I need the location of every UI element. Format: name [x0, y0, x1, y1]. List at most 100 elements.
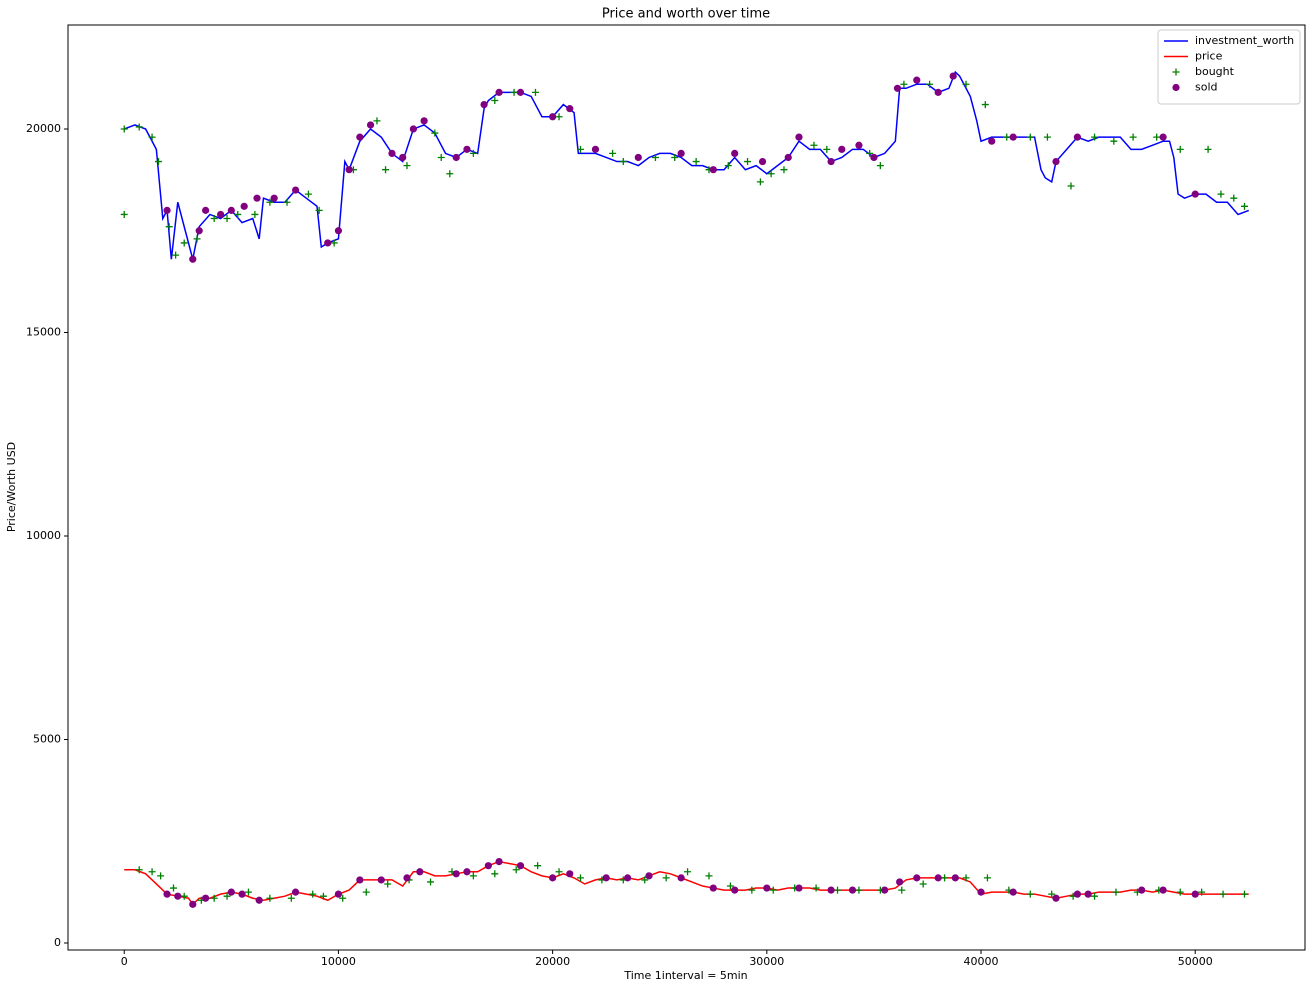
point: [812, 884, 820, 892]
legend-label: investment_worth: [1195, 34, 1294, 47]
point: [339, 894, 347, 902]
point: [731, 886, 739, 894]
point: [1048, 890, 1056, 898]
point: [684, 868, 692, 876]
point: [420, 117, 428, 125]
point: [427, 878, 435, 886]
line: [123, 70, 1250, 260]
point: [1191, 890, 1199, 898]
point: [172, 251, 180, 259]
point: [1052, 157, 1060, 166]
point: [193, 235, 201, 243]
point: [270, 194, 278, 202]
point: [180, 239, 188, 247]
chart-title: Price and worth over time: [602, 7, 770, 22]
point: [848, 886, 857, 894]
point: [671, 153, 679, 161]
point: [1052, 894, 1060, 902]
point: [810, 141, 818, 149]
point: [898, 886, 906, 894]
point: [148, 868, 156, 876]
point: [516, 88, 525, 96]
point: [934, 874, 942, 882]
point: [202, 894, 210, 902]
point: [291, 888, 300, 896]
point: [1112, 888, 1120, 896]
y-tick-label: 20000: [26, 122, 61, 135]
point: [366, 121, 375, 129]
point: [731, 149, 739, 158]
point: [1026, 890, 1034, 898]
point: [227, 206, 235, 214]
point: [1204, 145, 1212, 153]
point: [416, 868, 424, 876]
point: [120, 210, 128, 218]
point: [591, 145, 600, 153]
point: [227, 888, 235, 896]
point: [634, 153, 642, 162]
point: [362, 888, 370, 896]
point: [1153, 133, 1161, 141]
point: [881, 886, 889, 894]
point: [1026, 133, 1034, 141]
point: [174, 892, 182, 900]
point: [784, 153, 792, 162]
plot-area: [120, 70, 1250, 908]
point: [827, 886, 835, 894]
point: [951, 874, 959, 882]
point: [189, 900, 197, 908]
point: [238, 890, 246, 898]
point: [724, 162, 732, 170]
point: [1084, 890, 1092, 898]
legend-label: price: [1195, 50, 1223, 63]
point: [827, 157, 835, 166]
point: [1129, 133, 1137, 141]
point: [210, 894, 218, 902]
point: [1240, 202, 1248, 210]
point: [866, 149, 874, 157]
point: [356, 876, 364, 884]
point: [319, 892, 327, 900]
point: [437, 153, 445, 161]
point: [315, 206, 323, 214]
point: [180, 892, 188, 900]
point: [677, 149, 685, 158]
point: [120, 125, 128, 133]
point: [534, 862, 542, 870]
point: [641, 876, 649, 884]
point: [962, 80, 970, 88]
point: [1138, 886, 1146, 894]
y-tick-label: 15000: [26, 325, 61, 338]
point: [157, 872, 165, 880]
point: [495, 857, 503, 866]
legend-swatch: [1172, 68, 1180, 76]
point: [662, 874, 670, 882]
point: [1176, 145, 1184, 153]
point: [384, 880, 392, 888]
point: [330, 239, 338, 247]
point: [900, 80, 908, 88]
point: [309, 890, 317, 898]
point: [304, 190, 312, 198]
point: [651, 153, 659, 161]
point: [373, 117, 381, 125]
point: [356, 133, 364, 141]
point: [223, 892, 231, 900]
point: [893, 84, 902, 92]
point: [1240, 890, 1248, 898]
point: [744, 158, 752, 166]
y-tick-label: 5000: [33, 732, 61, 745]
point: [834, 886, 842, 894]
point: [469, 149, 477, 157]
point: [645, 872, 653, 880]
point: [480, 100, 488, 109]
point: [934, 88, 942, 96]
point: [253, 194, 261, 202]
x-axis-label: Time 1interval = 5min: [623, 969, 747, 982]
y-axis-label: Price/Worth USD: [5, 442, 18, 532]
point: [195, 227, 203, 235]
point: [169, 884, 177, 892]
point: [780, 166, 788, 174]
point: [1043, 133, 1051, 141]
